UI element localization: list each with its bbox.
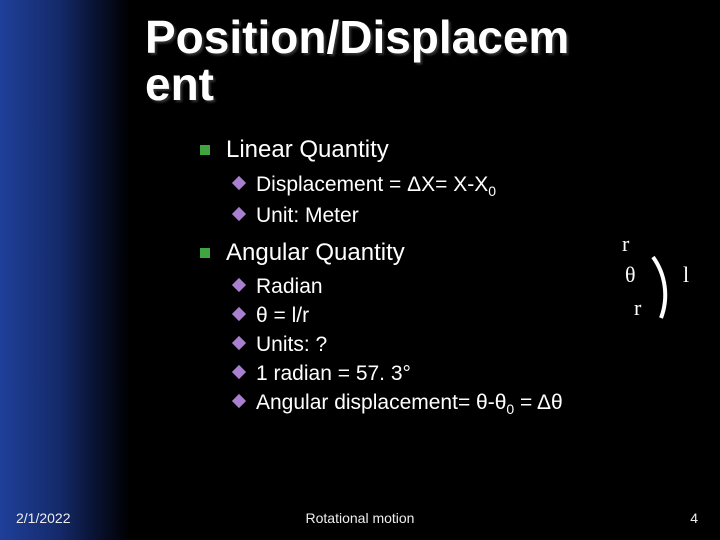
diamond-bullet-icon [232, 336, 246, 350]
subscript-zero: 0 [488, 183, 496, 199]
diamond-bullet-icon [232, 176, 246, 190]
bullet-text: Radian [256, 275, 323, 298]
bullet-text: Units: ? [256, 333, 327, 356]
square-bullet-icon [200, 248, 210, 258]
diamond-bullet-icon [232, 394, 246, 408]
slide-title: Position/Displacement [145, 14, 685, 108]
circle-icon [545, 230, 665, 360]
square-bullet-icon [200, 145, 210, 155]
circle-diagram [545, 225, 695, 375]
footer-page-number: 4 [690, 510, 698, 526]
bullet-text: 1 radian = 57. 3° [256, 362, 411, 385]
diamond-bullet-icon [232, 307, 246, 321]
bullet-linear-quantity: Linear Quantity [200, 135, 700, 166]
diagram-label-theta: θ [625, 262, 636, 288]
diamond-bullet-icon [232, 207, 246, 221]
bullet-text: θ = l/r [256, 304, 309, 327]
bullet-displacement: Displacement = ΔX= X-X0 [200, 172, 700, 201]
bullet-angular-displacement: Angular displacement= θ-θ0 = Δθ [200, 390, 700, 419]
bullet-text: Angular Quantity [226, 239, 405, 266]
bullet-text: Linear Quantity [226, 136, 389, 163]
arc-l [653, 257, 665, 318]
left-gradient [0, 0, 130, 540]
bullet-text: Unit: Meter [256, 204, 359, 227]
footer-title: Rotational motion [0, 510, 720, 526]
diagram-label-r-bottom: r [634, 295, 641, 321]
bullet-text: Displacement = ΔX= X-X [256, 173, 488, 196]
radius-line-bottom [600, 295, 661, 318]
diamond-bullet-icon [232, 278, 246, 292]
diamond-bullet-icon [232, 365, 246, 379]
diagram-label-l: l [683, 262, 689, 288]
slide: Position/Displacement Linear Quantity Di… [0, 0, 720, 540]
bullet-text-suffix: = Δθ [514, 391, 562, 414]
diagram-label-r-top: r [622, 231, 629, 257]
bullet-text: Angular displacement= θ-θ [256, 391, 506, 414]
